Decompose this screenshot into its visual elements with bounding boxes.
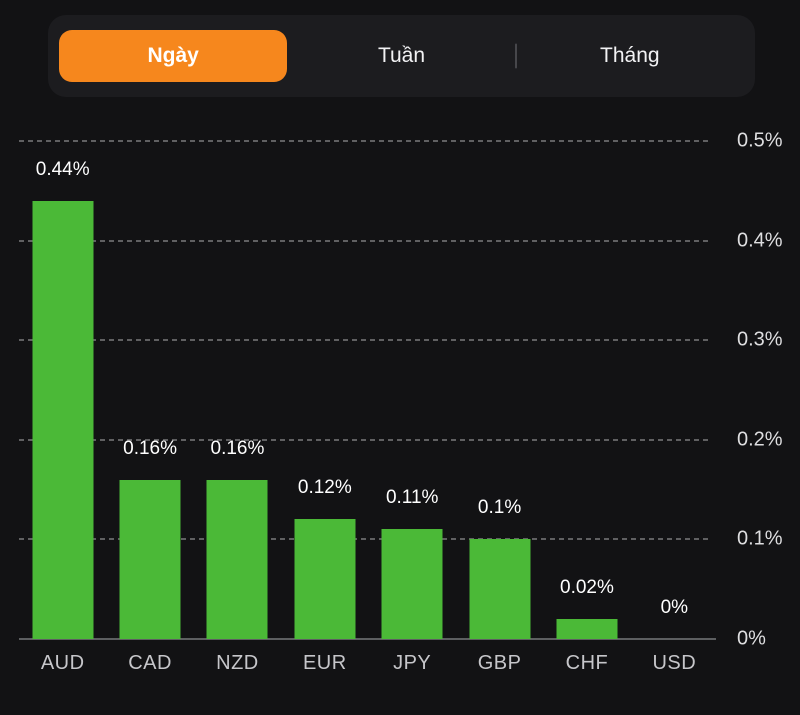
bar-value-label: 0% <box>660 597 689 618</box>
x-axis-label-cad: CAD <box>128 652 172 674</box>
bar-value-label: 0.16% <box>210 437 265 459</box>
bar-chf <box>556 619 618 639</box>
tab-divider <box>514 43 517 69</box>
x-axis-label-gbp: GBP <box>477 652 522 674</box>
bar-jpy <box>381 529 443 639</box>
y-tick-label: 0.5% <box>737 129 783 152</box>
bar-value-label: 0.11% <box>385 487 439 509</box>
bar-cad <box>119 479 181 639</box>
y-tick-label: 0% <box>737 627 766 650</box>
bar-gbp <box>469 539 531 639</box>
gridline <box>19 339 712 342</box>
period-tabs: Ngày Tuần Tháng <box>48 15 755 97</box>
gridline <box>19 538 712 541</box>
tab-day[interactable]: Ngày <box>59 30 288 82</box>
bar-eur <box>294 519 356 639</box>
bar-value-label: 0.16% <box>123 437 177 459</box>
bar-value-label: 0.02% <box>560 577 614 599</box>
x-axis-label-chf: CHF <box>565 652 609 674</box>
bar-value-label: 0.12% <box>297 477 352 499</box>
bar-value-label: 0.1% <box>477 497 522 519</box>
currency-strength-chart: 0.5% 0.4% 0.3% 0.2% 0.1% 0% 0.44% AUD 0.16% CAD 0.… <box>19 130 783 674</box>
x-axis-label-eur: EUR <box>302 652 347 674</box>
x-axis-baseline <box>19 638 716 640</box>
bar-value-label: 0.44% <box>35 158 90 180</box>
x-axis-label-usd: USD <box>652 652 697 674</box>
x-axis-label-nzd: NZD <box>216 652 259 674</box>
x-axis-label-jpy: JPY <box>393 652 432 674</box>
gridline <box>19 239 712 242</box>
y-tick-label: 0.3% <box>737 328 783 351</box>
y-tick-label: 0.2% <box>737 428 783 451</box>
y-tick-label: 0.1% <box>737 527 783 550</box>
bar-aud <box>32 200 94 639</box>
tab-week[interactable]: Tuần <box>287 30 515 82</box>
gridline <box>19 438 712 441</box>
tab-month[interactable]: Tháng <box>516 30 744 82</box>
gridline <box>19 140 712 142</box>
bar-nzd <box>206 479 268 639</box>
x-axis-label-aud: AUD <box>40 652 85 674</box>
y-tick-label: 0.4% <box>737 229 783 252</box>
